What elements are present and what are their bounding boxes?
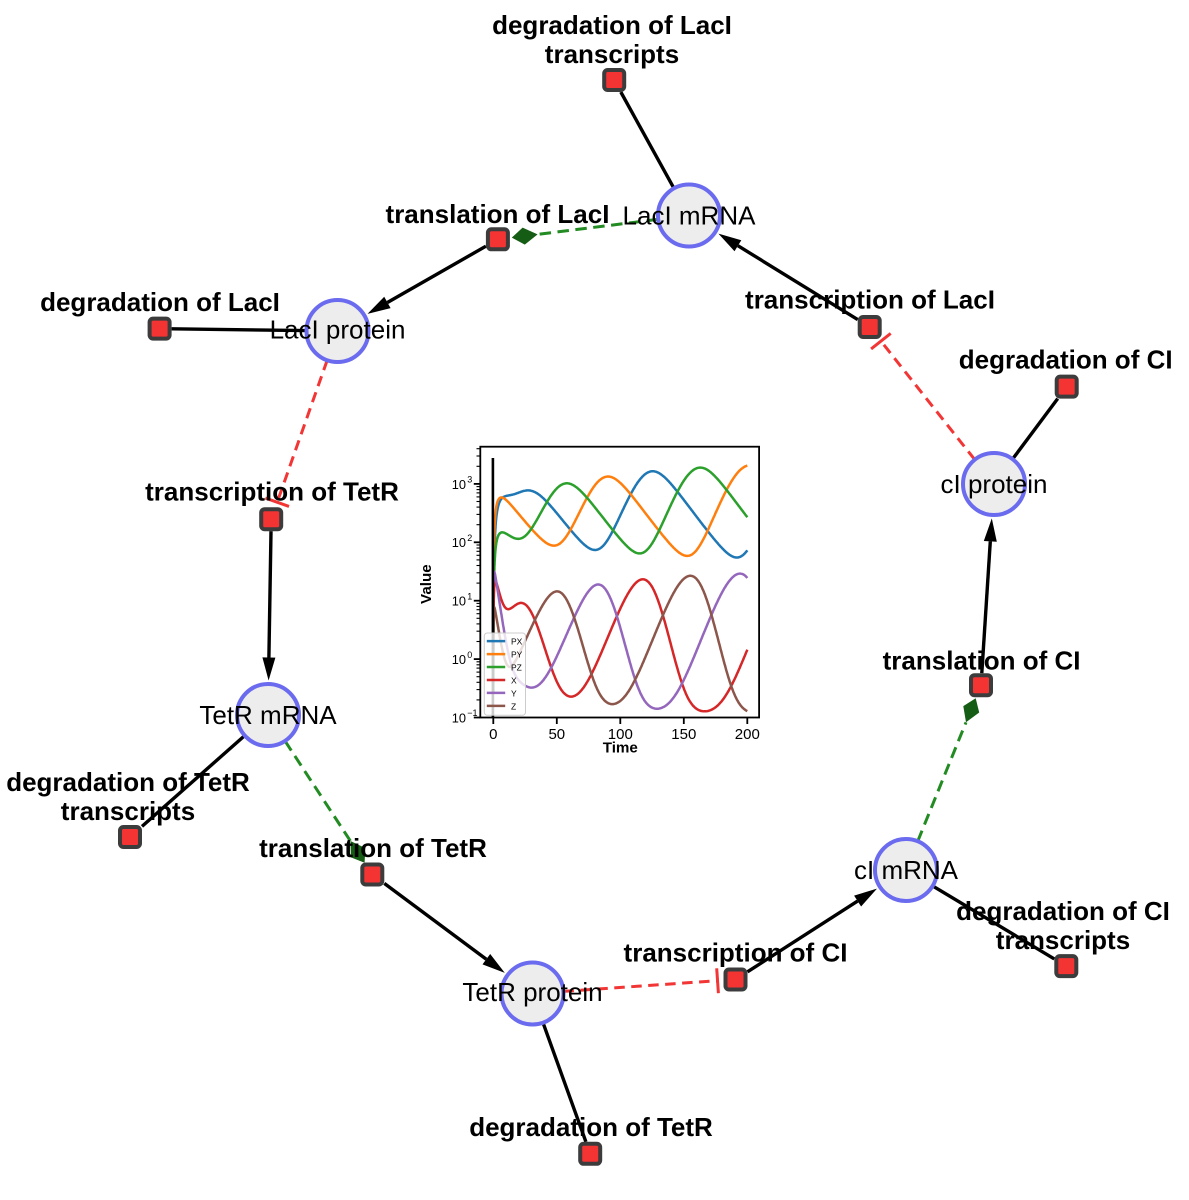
svg-text:150: 150 xyxy=(671,726,696,743)
svg-text:Time: Time xyxy=(603,740,638,757)
svg-text:X: X xyxy=(511,675,517,685)
svg-text:PY: PY xyxy=(511,650,523,660)
svg-text:0: 0 xyxy=(489,726,497,743)
svg-text:translation of TetR: translation of TetR xyxy=(259,833,487,863)
svg-text:PZ: PZ xyxy=(511,662,522,672)
svg-text:TetR mRNA: TetR mRNA xyxy=(199,700,337,730)
svg-text:10: 10 xyxy=(452,594,466,609)
svg-text:200: 200 xyxy=(735,726,760,743)
svg-text:degradation of LacI: degradation of LacI xyxy=(492,10,732,40)
svg-text:degradation of TetR: degradation of TetR xyxy=(469,1112,713,1142)
svg-text:cI protein: cI protein xyxy=(941,469,1048,499)
svg-text:transcripts: transcripts xyxy=(545,39,679,69)
svg-text:transcription of LacI: transcription of LacI xyxy=(745,285,995,315)
svg-text:50: 50 xyxy=(548,726,565,743)
svg-text:2: 2 xyxy=(467,533,472,543)
svg-text:degradation of TetR: degradation of TetR xyxy=(6,767,250,797)
svg-text:10: 10 xyxy=(452,477,466,492)
svg-text:PX: PX xyxy=(511,637,523,647)
svg-text:0: 0 xyxy=(467,650,472,660)
svg-text:100: 100 xyxy=(608,726,633,743)
svg-text:degradation of CI: degradation of CI xyxy=(959,345,1173,375)
svg-text:transcripts: transcripts xyxy=(996,925,1130,955)
svg-text:LacI protein: LacI protein xyxy=(270,315,406,345)
svg-text:transcription of TetR: transcription of TetR xyxy=(145,477,399,507)
svg-text:TetR protein: TetR protein xyxy=(462,977,602,1007)
svg-text:cI mRNA: cI mRNA xyxy=(854,855,959,885)
svg-text:degradation of LacI: degradation of LacI xyxy=(40,287,280,317)
svg-text:translation of CI: translation of CI xyxy=(883,646,1081,676)
svg-text:Value: Value xyxy=(418,564,435,604)
svg-text:transcription of CI: transcription of CI xyxy=(624,938,848,968)
svg-text:10: 10 xyxy=(452,710,466,725)
svg-text:Y: Y xyxy=(511,688,517,698)
svg-text:−1: −1 xyxy=(467,708,477,718)
svg-text:10: 10 xyxy=(452,652,466,667)
svg-text:transcripts: transcripts xyxy=(61,796,195,826)
svg-text:LacI mRNA: LacI mRNA xyxy=(623,201,757,231)
svg-text:Z: Z xyxy=(511,701,516,711)
svg-text:degradation of CI: degradation of CI xyxy=(956,896,1170,926)
svg-text:10: 10 xyxy=(452,535,466,550)
svg-text:1: 1 xyxy=(467,591,472,601)
svg-text:translation of LacI: translation of LacI xyxy=(386,199,610,229)
svg-text:3: 3 xyxy=(467,475,472,485)
